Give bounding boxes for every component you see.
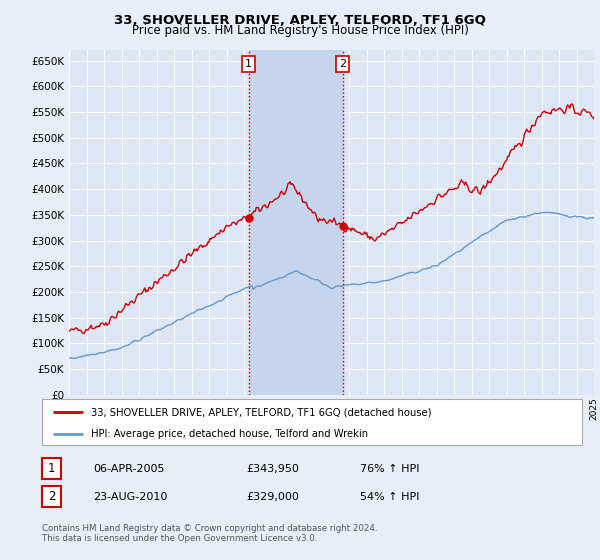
Text: 54% ↑ HPI: 54% ↑ HPI: [360, 492, 419, 502]
Text: HPI: Average price, detached house, Telford and Wrekin: HPI: Average price, detached house, Telf…: [91, 429, 368, 438]
Text: 1: 1: [48, 462, 55, 475]
Text: Price paid vs. HM Land Registry's House Price Index (HPI): Price paid vs. HM Land Registry's House …: [131, 24, 469, 37]
Text: 76% ↑ HPI: 76% ↑ HPI: [360, 464, 419, 474]
Text: £343,950: £343,950: [246, 464, 299, 474]
Text: 23-AUG-2010: 23-AUG-2010: [93, 492, 167, 502]
Text: 1: 1: [245, 59, 252, 69]
Text: 33, SHOVELLER DRIVE, APLEY, TELFORD, TF1 6GQ (detached house): 33, SHOVELLER DRIVE, APLEY, TELFORD, TF1…: [91, 407, 431, 417]
Text: 33, SHOVELLER DRIVE, APLEY, TELFORD, TF1 6GQ: 33, SHOVELLER DRIVE, APLEY, TELFORD, TF1…: [114, 14, 486, 27]
Text: 2: 2: [339, 59, 346, 69]
Text: 06-APR-2005: 06-APR-2005: [93, 464, 164, 474]
Text: Contains HM Land Registry data © Crown copyright and database right 2024.
This d: Contains HM Land Registry data © Crown c…: [42, 524, 377, 543]
Text: 2: 2: [48, 490, 55, 503]
Text: £329,000: £329,000: [246, 492, 299, 502]
Bar: [249, 50, 343, 395]
